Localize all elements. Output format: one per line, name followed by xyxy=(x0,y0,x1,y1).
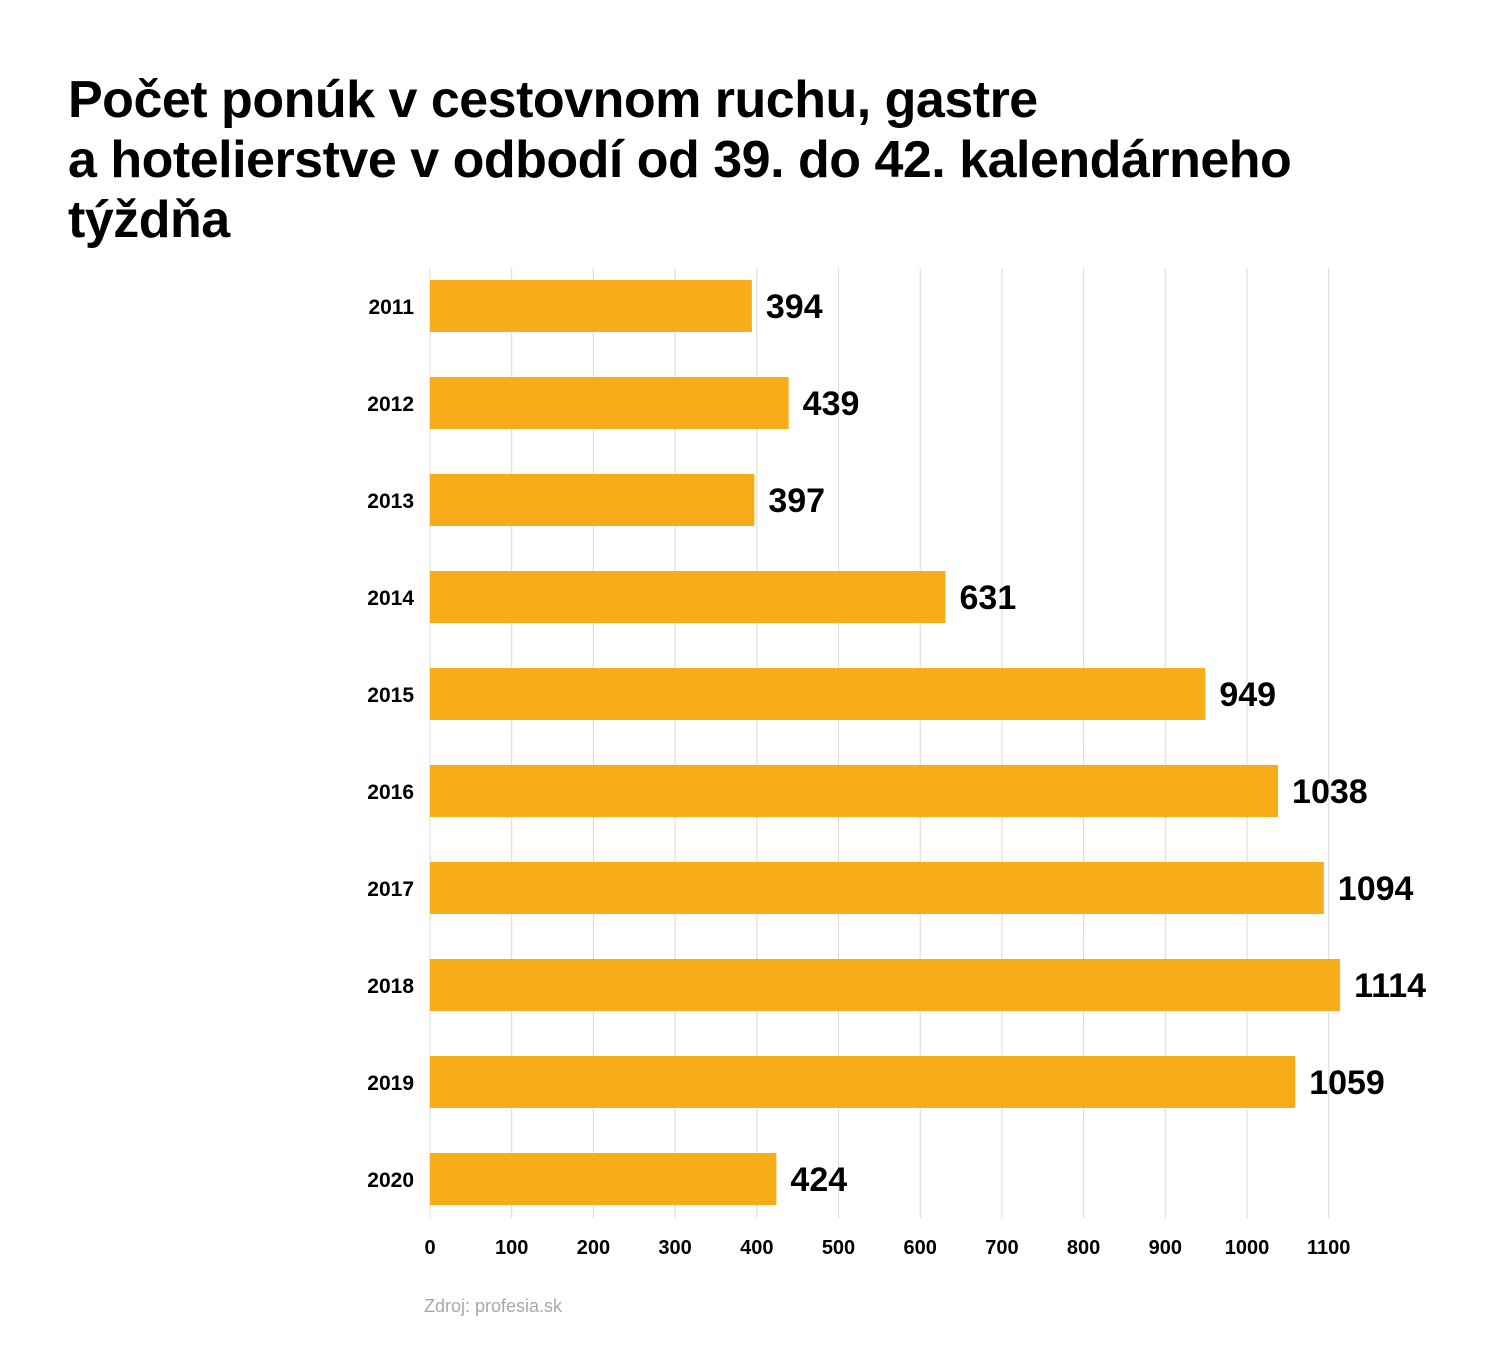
x-tick-label: 200 xyxy=(577,1237,610,1259)
bar-value-label: 424 xyxy=(790,1161,847,1199)
chart-title: Počet ponúk v cestovnom ruchu, gastre a … xyxy=(68,70,1478,250)
bar-value-label: 1094 xyxy=(1338,870,1414,908)
bar xyxy=(430,571,946,623)
y-category-label: 2017 xyxy=(367,878,414,901)
x-tick-label: 300 xyxy=(658,1237,691,1259)
y-category-label: 2012 xyxy=(367,393,414,416)
x-tick-label: 700 xyxy=(985,1237,1018,1259)
bar xyxy=(430,765,1279,817)
x-tick-label: 400 xyxy=(740,1237,773,1259)
chart-title-line-3: týždňa xyxy=(68,191,230,249)
bar-value-label: 394 xyxy=(766,288,823,326)
bar-value-label: 1114 xyxy=(1354,967,1426,1005)
bar-value-label: 1038 xyxy=(1292,773,1368,811)
x-tick-label: 1000 xyxy=(1225,1237,1270,1259)
y-category-label: 2018 xyxy=(367,975,414,998)
chart-title-line-2: a hotelierstve v odbodí od 39. do 42. ka… xyxy=(68,131,1292,189)
source-note: Zdroj: profesia.sk xyxy=(424,1296,563,1316)
bar xyxy=(430,377,789,429)
bar-value-label: 1059 xyxy=(1309,1064,1385,1102)
bar-value-label: 949 xyxy=(1219,676,1276,714)
x-tick-label: 600 xyxy=(904,1237,937,1259)
bar xyxy=(430,1056,1296,1108)
y-category-label: 2016 xyxy=(367,781,414,804)
bar xyxy=(430,862,1324,914)
bar-value-label: 439 xyxy=(803,385,860,423)
y-category-label: 2014 xyxy=(367,587,414,610)
y-category-label: 2020 xyxy=(367,1169,414,1192)
y-category-label: 2015 xyxy=(367,684,414,707)
x-tick-label: 100 xyxy=(495,1237,528,1259)
x-tick-label: 900 xyxy=(1149,1237,1182,1259)
bar-value-label: 631 xyxy=(960,579,1017,617)
y-category-label: 2013 xyxy=(367,490,414,513)
x-tick-label: 1100 xyxy=(1307,1237,1350,1259)
bar xyxy=(430,668,1206,720)
y-category-label: 2011 xyxy=(368,296,414,319)
x-tick-label: 0 xyxy=(424,1237,435,1259)
bar xyxy=(430,1153,777,1205)
y-category-label: 2019 xyxy=(367,1072,414,1095)
chart-title-line-1: Počet ponúk v cestovnom ruchu, gastre xyxy=(68,71,1038,129)
bar xyxy=(430,959,1341,1011)
bar xyxy=(430,280,752,332)
x-tick-label: 800 xyxy=(1067,1237,1100,1259)
x-tick-label: 500 xyxy=(822,1237,855,1259)
bar-value-label: 397 xyxy=(768,482,825,520)
bar xyxy=(430,474,755,526)
